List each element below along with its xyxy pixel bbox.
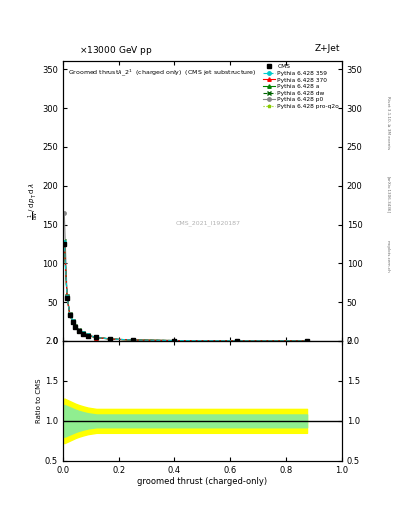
Y-axis label: $\frac{1}{\mathrm{d}N}\,/\,\mathrm{d}\,p_\mathrm{T}\,\mathrm{d}\,\lambda$: $\frac{1}{\mathrm{d}N}\,/\,\mathrm{d}\,p…	[27, 182, 41, 220]
Text: $\times$13000 GeV pp: $\times$13000 GeV pp	[79, 44, 152, 56]
Y-axis label: Ratio to CMS: Ratio to CMS	[36, 379, 42, 423]
Text: [arXiv:1306.3436]: [arXiv:1306.3436]	[386, 176, 390, 213]
X-axis label: groomed thrust (charged-only): groomed thrust (charged-only)	[137, 477, 268, 486]
Text: Z+Jet: Z+Jet	[314, 44, 340, 53]
Text: Rivet 3.1.10, ≥ 3M events: Rivet 3.1.10, ≥ 3M events	[386, 96, 390, 150]
Legend: CMS, Pythia 6.428 359, Pythia 6.428 370, Pythia 6.428 a, Pythia 6.428 dw, Pythia: CMS, Pythia 6.428 359, Pythia 6.428 370,…	[262, 63, 340, 110]
Text: CMS_2021_I1920187: CMS_2021_I1920187	[176, 221, 241, 226]
Text: Groomed thrust$\lambda$_2$^1$  (charged only)  (CMS jet substructure): Groomed thrust$\lambda$_2$^1$ (charged o…	[68, 67, 257, 78]
Text: mcplots.cern.ch: mcplots.cern.ch	[386, 240, 390, 272]
